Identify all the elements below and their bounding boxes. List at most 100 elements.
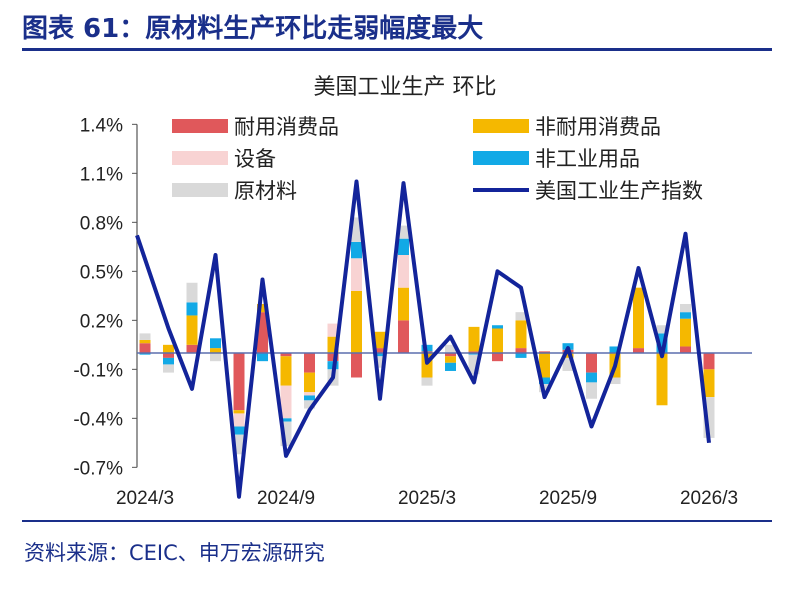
bar-nondurable-4 xyxy=(233,410,245,414)
bar-durable-11 xyxy=(398,320,409,353)
bar-nonindustrial-19 xyxy=(586,372,597,383)
y-tick-label: -0.1% xyxy=(73,360,123,381)
bar-nondurable-0 xyxy=(139,339,151,344)
bar-equipment-6 xyxy=(280,385,292,419)
bar-nondurable-16 xyxy=(515,320,527,349)
bar-nonindustrial-11 xyxy=(398,238,409,255)
bar-nonindustrial-5 xyxy=(257,353,268,362)
bar-nonindustrial-10 xyxy=(374,353,386,357)
chart-title: 美国工业生产 环比 xyxy=(314,75,497,100)
y-tick-label: 0.2% xyxy=(80,311,123,332)
y-tick-label: -0.7% xyxy=(73,458,123,479)
title-rule xyxy=(22,48,772,51)
bar-nondurable-12 xyxy=(421,353,433,378)
bar-equipment-4 xyxy=(233,413,245,427)
bar-durable-5 xyxy=(257,312,268,353)
bar-durable-4 xyxy=(233,353,245,411)
bar-nonindustrial-2 xyxy=(186,302,198,316)
bar-nonindustrial-14 xyxy=(468,353,480,355)
bar-durable-0 xyxy=(139,343,151,353)
bar-nondurable-17 xyxy=(539,353,550,378)
bar-materials-18 xyxy=(562,357,574,371)
x-tick-label: 2025/9 xyxy=(539,488,597,509)
bar-durable-2 xyxy=(186,344,198,353)
bar-nondurable-24 xyxy=(703,369,715,398)
bar-equipment-7 xyxy=(304,392,315,396)
bar-materials-24 xyxy=(703,397,715,438)
legend-label: 设备 xyxy=(234,147,276,171)
bar-nondurable-11 xyxy=(398,287,409,321)
x-tick-label: 2026/3 xyxy=(680,488,738,509)
y-tick-label: -0.4% xyxy=(73,409,123,430)
axes: 1.4% 1.1% 0.8% 0.5% 0.2% -0.1% -0.4% -0.7% 2024/… xyxy=(73,115,752,509)
bar-equipment-8 xyxy=(327,323,339,337)
legend-label: 美国工业生产指数 xyxy=(535,179,703,203)
bar-durable-23 xyxy=(680,346,691,353)
bar-nondurable-8 xyxy=(327,336,339,353)
bar-nondurable-2 xyxy=(186,315,198,345)
bar-materials-4 xyxy=(233,434,245,455)
bar-durable-6 xyxy=(280,353,292,357)
bar-durable-21 xyxy=(633,348,644,353)
legend-swatch-materials xyxy=(172,183,228,197)
legend-swatch-equipment xyxy=(172,151,228,165)
x-tick-label: 2024/3 xyxy=(116,488,174,509)
bar-materials-3 xyxy=(210,353,221,362)
bar-nonindustrial-3 xyxy=(210,338,221,349)
bar-durable-7 xyxy=(304,353,315,373)
series-line-index xyxy=(135,179,711,499)
bar-durable-15 xyxy=(492,353,503,362)
bar-materials-2 xyxy=(186,282,198,303)
bar-materials-9 xyxy=(351,217,362,242)
legend-swatch-nondurable xyxy=(473,119,529,133)
bar-nonindustrial-16 xyxy=(515,353,527,358)
figure-title: 图表 61：原材料生产环比走弱幅度最大 xyxy=(22,14,484,44)
bar-nondurable-10 xyxy=(374,331,386,349)
bar-nonindustrial-1 xyxy=(163,357,174,365)
bar-materials-0 xyxy=(139,333,151,340)
y-tick-label: 1.1% xyxy=(80,164,123,185)
bar-durable-9 xyxy=(351,353,362,378)
legend-swatch-nonindustrial xyxy=(473,151,529,165)
legend-swatch-durable xyxy=(172,119,228,133)
bar-nondurable-23 xyxy=(680,318,691,347)
bar-nondurable-5 xyxy=(257,304,268,313)
bar-nondurable-1 xyxy=(163,344,174,353)
bar-nonindustrial-22 xyxy=(656,333,668,353)
bar-durable-1 xyxy=(163,353,174,358)
bar-durable-19 xyxy=(586,353,597,373)
bar-materials-10 xyxy=(374,356,386,368)
bar-nondurable-3 xyxy=(210,348,221,353)
bar-nondurable-22 xyxy=(656,353,668,406)
bar-durable-10 xyxy=(374,348,386,353)
bar-materials-19 xyxy=(586,382,597,399)
bar-nondurable-6 xyxy=(280,356,292,386)
bar-durable-17 xyxy=(539,351,550,353)
source-note: 资料来源：CEIC、申万宏源研究 xyxy=(24,541,325,565)
bar-nonindustrial-13 xyxy=(445,362,456,371)
bar-materials-6 xyxy=(280,421,292,447)
bar-materials-23 xyxy=(680,304,691,313)
bar-nonindustrial-0 xyxy=(139,353,151,355)
y-tick-label: 0.8% xyxy=(80,213,123,234)
bar-nondurable-7 xyxy=(304,372,315,393)
bar-nondurable-13 xyxy=(445,356,456,363)
bar-durable-13 xyxy=(445,353,456,357)
footer-rule xyxy=(22,520,772,522)
bar-materials-22 xyxy=(656,325,668,334)
bar-nondurable-9 xyxy=(351,290,362,353)
bar-series xyxy=(139,217,715,455)
bar-nonindustrial-23 xyxy=(680,312,691,319)
bar-durable-24 xyxy=(703,353,715,370)
bar-nonindustrial-6 xyxy=(280,418,292,422)
y-tick-label: 1.4% xyxy=(80,115,123,136)
bar-durable-14 xyxy=(468,351,480,353)
bar-nonindustrial-20 xyxy=(609,346,621,353)
bar-materials-12 xyxy=(421,377,433,386)
bar-equipment-9 xyxy=(351,258,362,291)
bar-nonindustrial-7 xyxy=(304,395,315,401)
legend-label: 原材料 xyxy=(234,179,297,203)
bar-nondurable-15 xyxy=(492,328,503,353)
